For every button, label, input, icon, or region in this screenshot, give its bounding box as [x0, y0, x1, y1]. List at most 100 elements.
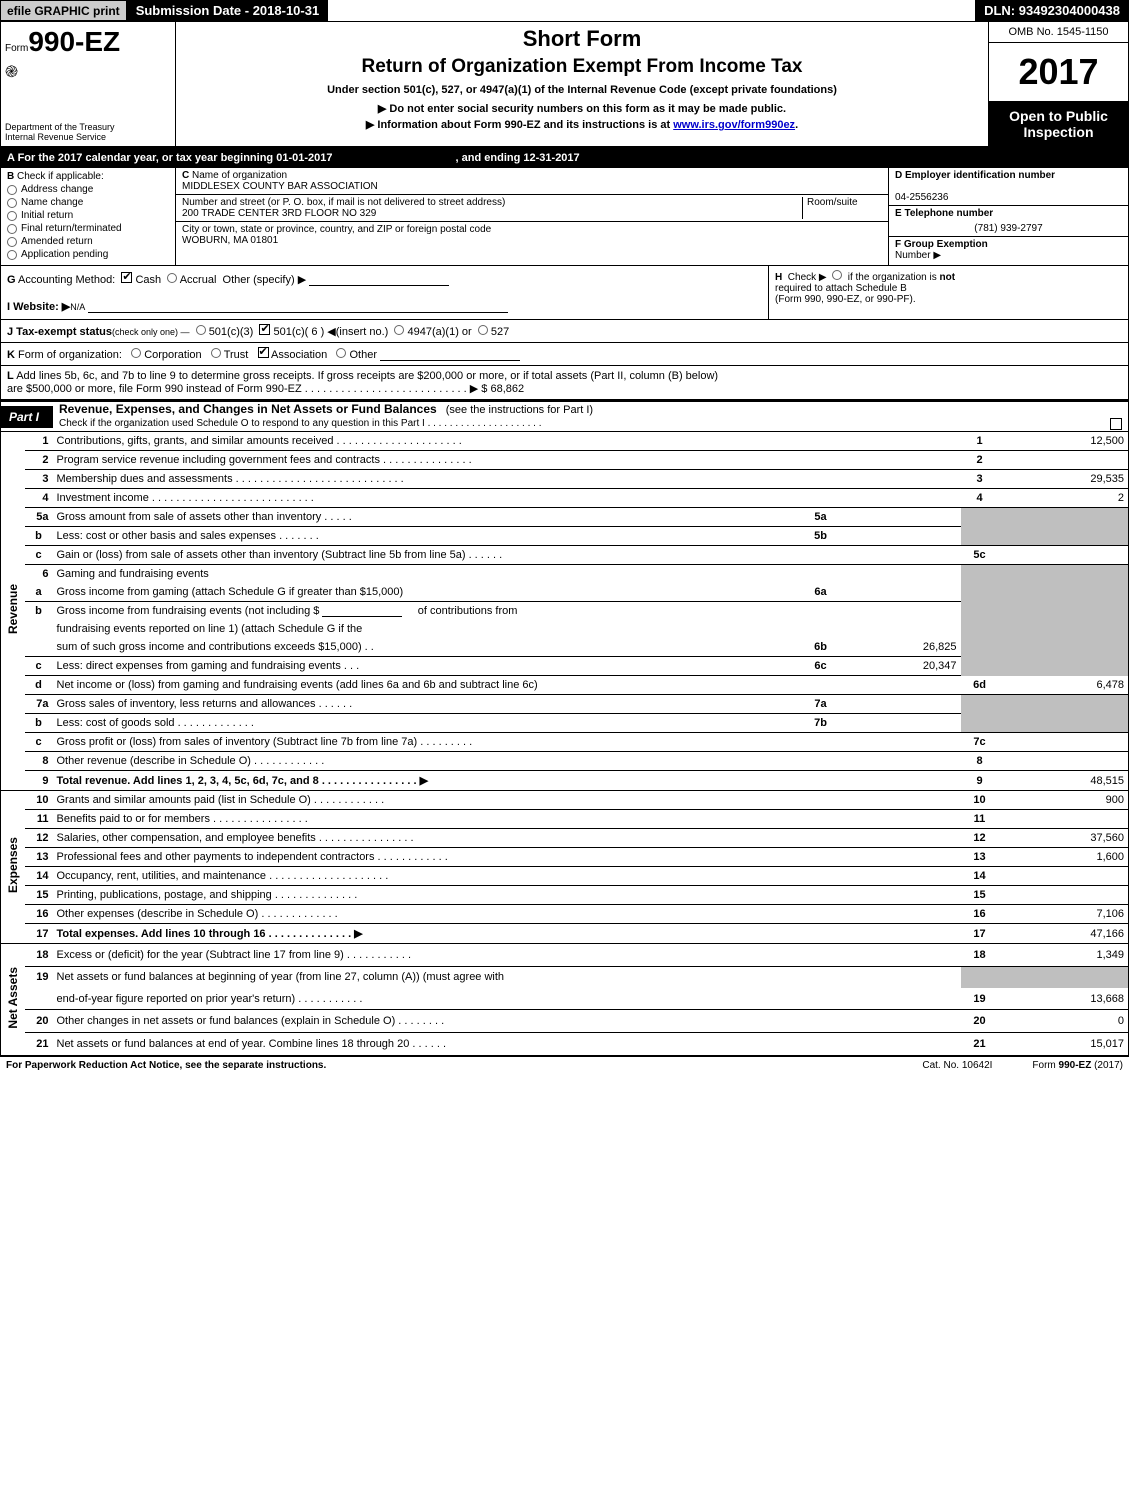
- line-7b-val: [841, 714, 961, 733]
- section-b: B Check if applicable: Address change Na…: [1, 168, 176, 265]
- omb-cell: OMB No. 1545-1150: [989, 22, 1128, 43]
- line-13-numbox: 13: [961, 848, 999, 867]
- line-6a-desc: Gross income from gaming (attach Schedul…: [53, 583, 801, 602]
- cash-checkbox[interactable]: [121, 272, 132, 283]
- line-8-amount: [999, 752, 1129, 771]
- shaded-cell: [999, 508, 1129, 546]
- f-label2: Number ▶: [895, 250, 941, 261]
- j-o1: 501(c)(3): [209, 326, 254, 338]
- line-9-amount: 48,515: [999, 771, 1129, 791]
- instruction-line-1: ▶ Do not enter social security numbers o…: [180, 102, 984, 115]
- line-5c-amount: [999, 546, 1129, 565]
- revenue-section-label: Revenue: [1, 432, 25, 791]
- k-corp-checkbox[interactable]: [131, 348, 141, 358]
- line-14-amount: [999, 867, 1129, 886]
- line-num: c: [25, 657, 53, 676]
- line-6b-val: 26,825: [841, 638, 961, 657]
- line-5b-desc: Less: cost or other basis and sales expe…: [53, 527, 801, 546]
- row-l: L Add lines 5b, 6c, and 7b to line 9 to …: [0, 366, 1129, 400]
- footer-catno: Cat. No. 10642I: [922, 1060, 992, 1071]
- blank: [322, 605, 402, 617]
- j-501c-checkbox[interactable]: [259, 324, 270, 335]
- line-7a-desc: Gross sales of inventory, less returns a…: [53, 695, 801, 714]
- line-num: 6: [25, 565, 53, 584]
- line-num: [25, 638, 53, 657]
- line-5b-box: 5b: [801, 527, 841, 546]
- line-num: 8: [25, 752, 53, 771]
- line-11-desc: Benefits paid to or for members . . . . …: [53, 810, 961, 829]
- row-a-pre: A For the 2017 calendar year, or tax yea…: [7, 152, 276, 164]
- h-text2: if the organization is: [848, 272, 937, 283]
- name-label: Name of organization: [192, 170, 287, 181]
- check-final-return[interactable]: Final return/terminated: [7, 223, 169, 234]
- check-label: Amended return: [21, 236, 93, 247]
- line-num: d: [25, 676, 53, 695]
- line-7a-val: [841, 695, 961, 714]
- line-20-numbox: 20: [961, 1010, 999, 1033]
- line-17-numbox: 17: [961, 924, 999, 944]
- title-cell: Short Form Return of Organization Exempt…: [176, 22, 988, 146]
- line-3-desc: Membership dues and assessments . . . . …: [53, 470, 961, 489]
- row-h: H Check ▶ if the organization is not req…: [768, 266, 1128, 319]
- check-initial-return[interactable]: Initial return: [7, 210, 169, 221]
- row-a-mid: , and ending: [456, 152, 524, 164]
- part-1-label: Part I: [1, 406, 53, 428]
- line-num: 13: [25, 848, 53, 867]
- check-amended-return[interactable]: Amended return: [7, 236, 169, 247]
- line-6d-numbox: 6d: [961, 676, 999, 695]
- h-text4: (Form 990, 990-EZ, or 990-PF).: [775, 294, 916, 305]
- line-1-amount: 12,500: [999, 432, 1129, 451]
- footer-right-pre: Form: [1032, 1060, 1058, 1071]
- website-blank: [88, 301, 508, 313]
- line-5c-numbox: 5c: [961, 546, 999, 565]
- line-num: 10: [25, 791, 53, 810]
- line-num: c: [25, 733, 53, 752]
- g-text: Accounting Method:: [18, 274, 115, 286]
- line-14-desc: Occupancy, rent, utilities, and maintena…: [53, 867, 961, 886]
- line-num: [25, 988, 53, 1010]
- d-label: D Employer identification number: [895, 170, 1055, 181]
- check-application-pending[interactable]: Application pending: [7, 249, 169, 260]
- line-6c-box: 6c: [801, 657, 841, 676]
- j-527-checkbox[interactable]: [478, 325, 488, 335]
- h-checkbox[interactable]: [832, 270, 842, 280]
- group-exemption-row: F Group Exemption Number ▶: [889, 237, 1128, 263]
- shaded-cell: [961, 565, 999, 676]
- k-trust-checkbox[interactable]: [211, 348, 221, 358]
- check-address-change[interactable]: Address change: [7, 184, 169, 195]
- line-6c-val: 20,347: [841, 657, 961, 676]
- j-4947-checkbox[interactable]: [394, 325, 404, 335]
- j-501c3-checkbox[interactable]: [196, 325, 206, 335]
- line-6-desc: Gaming and fundraising events: [53, 565, 961, 584]
- room-suite-label: Room/suite: [802, 197, 882, 219]
- part-1-checkbox[interactable]: [1110, 418, 1122, 430]
- line-20-amount: 0: [999, 1010, 1129, 1033]
- footer-right-bold: 990-EZ: [1059, 1060, 1092, 1071]
- line-2-numbox: 2: [961, 451, 999, 470]
- line-9-numbox: 9: [961, 771, 999, 791]
- check-label: Address change: [21, 184, 93, 195]
- street-row: Number and street (or P. O. box, if mail…: [176, 195, 888, 222]
- f-label: F Group Exemption: [895, 239, 988, 250]
- check-name-change[interactable]: Name change: [7, 197, 169, 208]
- street-value: 200 TRADE CENTER 3RD FLOOR NO 329: [182, 208, 376, 219]
- efile-print-button[interactable]: efile GRAPHIC print: [0, 0, 127, 21]
- k-other-checkbox[interactable]: [336, 348, 346, 358]
- irs-link[interactable]: www.irs.gov/form990ez: [673, 119, 795, 131]
- accrual-checkbox[interactable]: [167, 273, 177, 283]
- k-assoc-checkbox[interactable]: [258, 347, 269, 358]
- line-7a-box: 7a: [801, 695, 841, 714]
- line-6b-mid: of contributions from: [418, 605, 518, 617]
- line-num: 5a: [25, 508, 53, 527]
- line-4-desc: Investment income . . . . . . . . . . . …: [53, 489, 961, 508]
- line-12-amount: 37,560: [999, 829, 1129, 848]
- line-5a-desc: Gross amount from sale of assets other t…: [53, 508, 801, 527]
- line-14-numbox: 14: [961, 867, 999, 886]
- row-j: J Tax-exempt status(check only one) — 50…: [0, 320, 1129, 343]
- line-17-amount: 47,166: [999, 924, 1129, 944]
- other-blank: [309, 274, 449, 286]
- line-16-numbox: 16: [961, 905, 999, 924]
- under-section-text: Under section 501(c), 527, or 4947(a)(1)…: [180, 84, 984, 96]
- dept-line1: Department of the Treasury: [5, 122, 171, 132]
- shaded-cell: [999, 565, 1129, 676]
